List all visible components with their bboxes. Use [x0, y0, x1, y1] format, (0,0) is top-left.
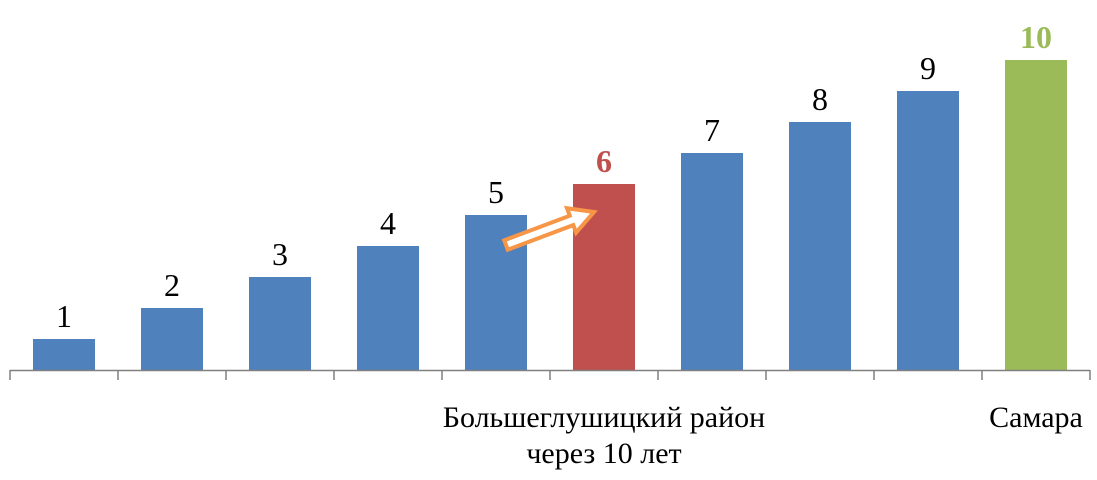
data-label-7: 7 [704, 112, 720, 148]
data-label-9: 9 [920, 50, 936, 86]
annotations-layer: Большеглушицкий район через 10 лет Самара [443, 401, 1083, 470]
bar-1 [33, 339, 95, 370]
category-annotation-2: Самара [989, 401, 1083, 434]
bar-4 [357, 246, 419, 370]
data-label-6: 6 [596, 143, 612, 179]
bar-7 [681, 153, 743, 370]
data-labels-layer: 1 2 3 4 5 6 7 8 9 10 [56, 19, 1052, 334]
category-annotation-1-line-2: через 10 лет [526, 437, 681, 470]
bar-10 [1005, 60, 1067, 370]
bar-9 [897, 91, 959, 370]
arrow-layer [501, 205, 598, 253]
data-label-4: 4 [380, 205, 396, 241]
x-axis [9, 369, 1091, 380]
bars-layer [33, 60, 1067, 370]
trend-arrow [501, 205, 598, 253]
data-label-8: 8 [812, 81, 828, 117]
data-label-3: 3 [272, 236, 288, 272]
category-annotation-1-line-1: Большеглушицкий район [443, 401, 765, 434]
bar-2 [141, 308, 203, 370]
bar-8 [789, 122, 851, 370]
category-annotation-1: Большеглушицкий район через 10 лет [443, 401, 765, 470]
category-annotation-2-line-1: Самара [989, 401, 1083, 434]
data-label-1: 1 [56, 298, 72, 334]
data-label-2: 2 [164, 267, 180, 303]
bar-3 [249, 277, 311, 370]
data-label-5: 5 [488, 174, 504, 210]
data-label-10: 10 [1020, 19, 1052, 55]
